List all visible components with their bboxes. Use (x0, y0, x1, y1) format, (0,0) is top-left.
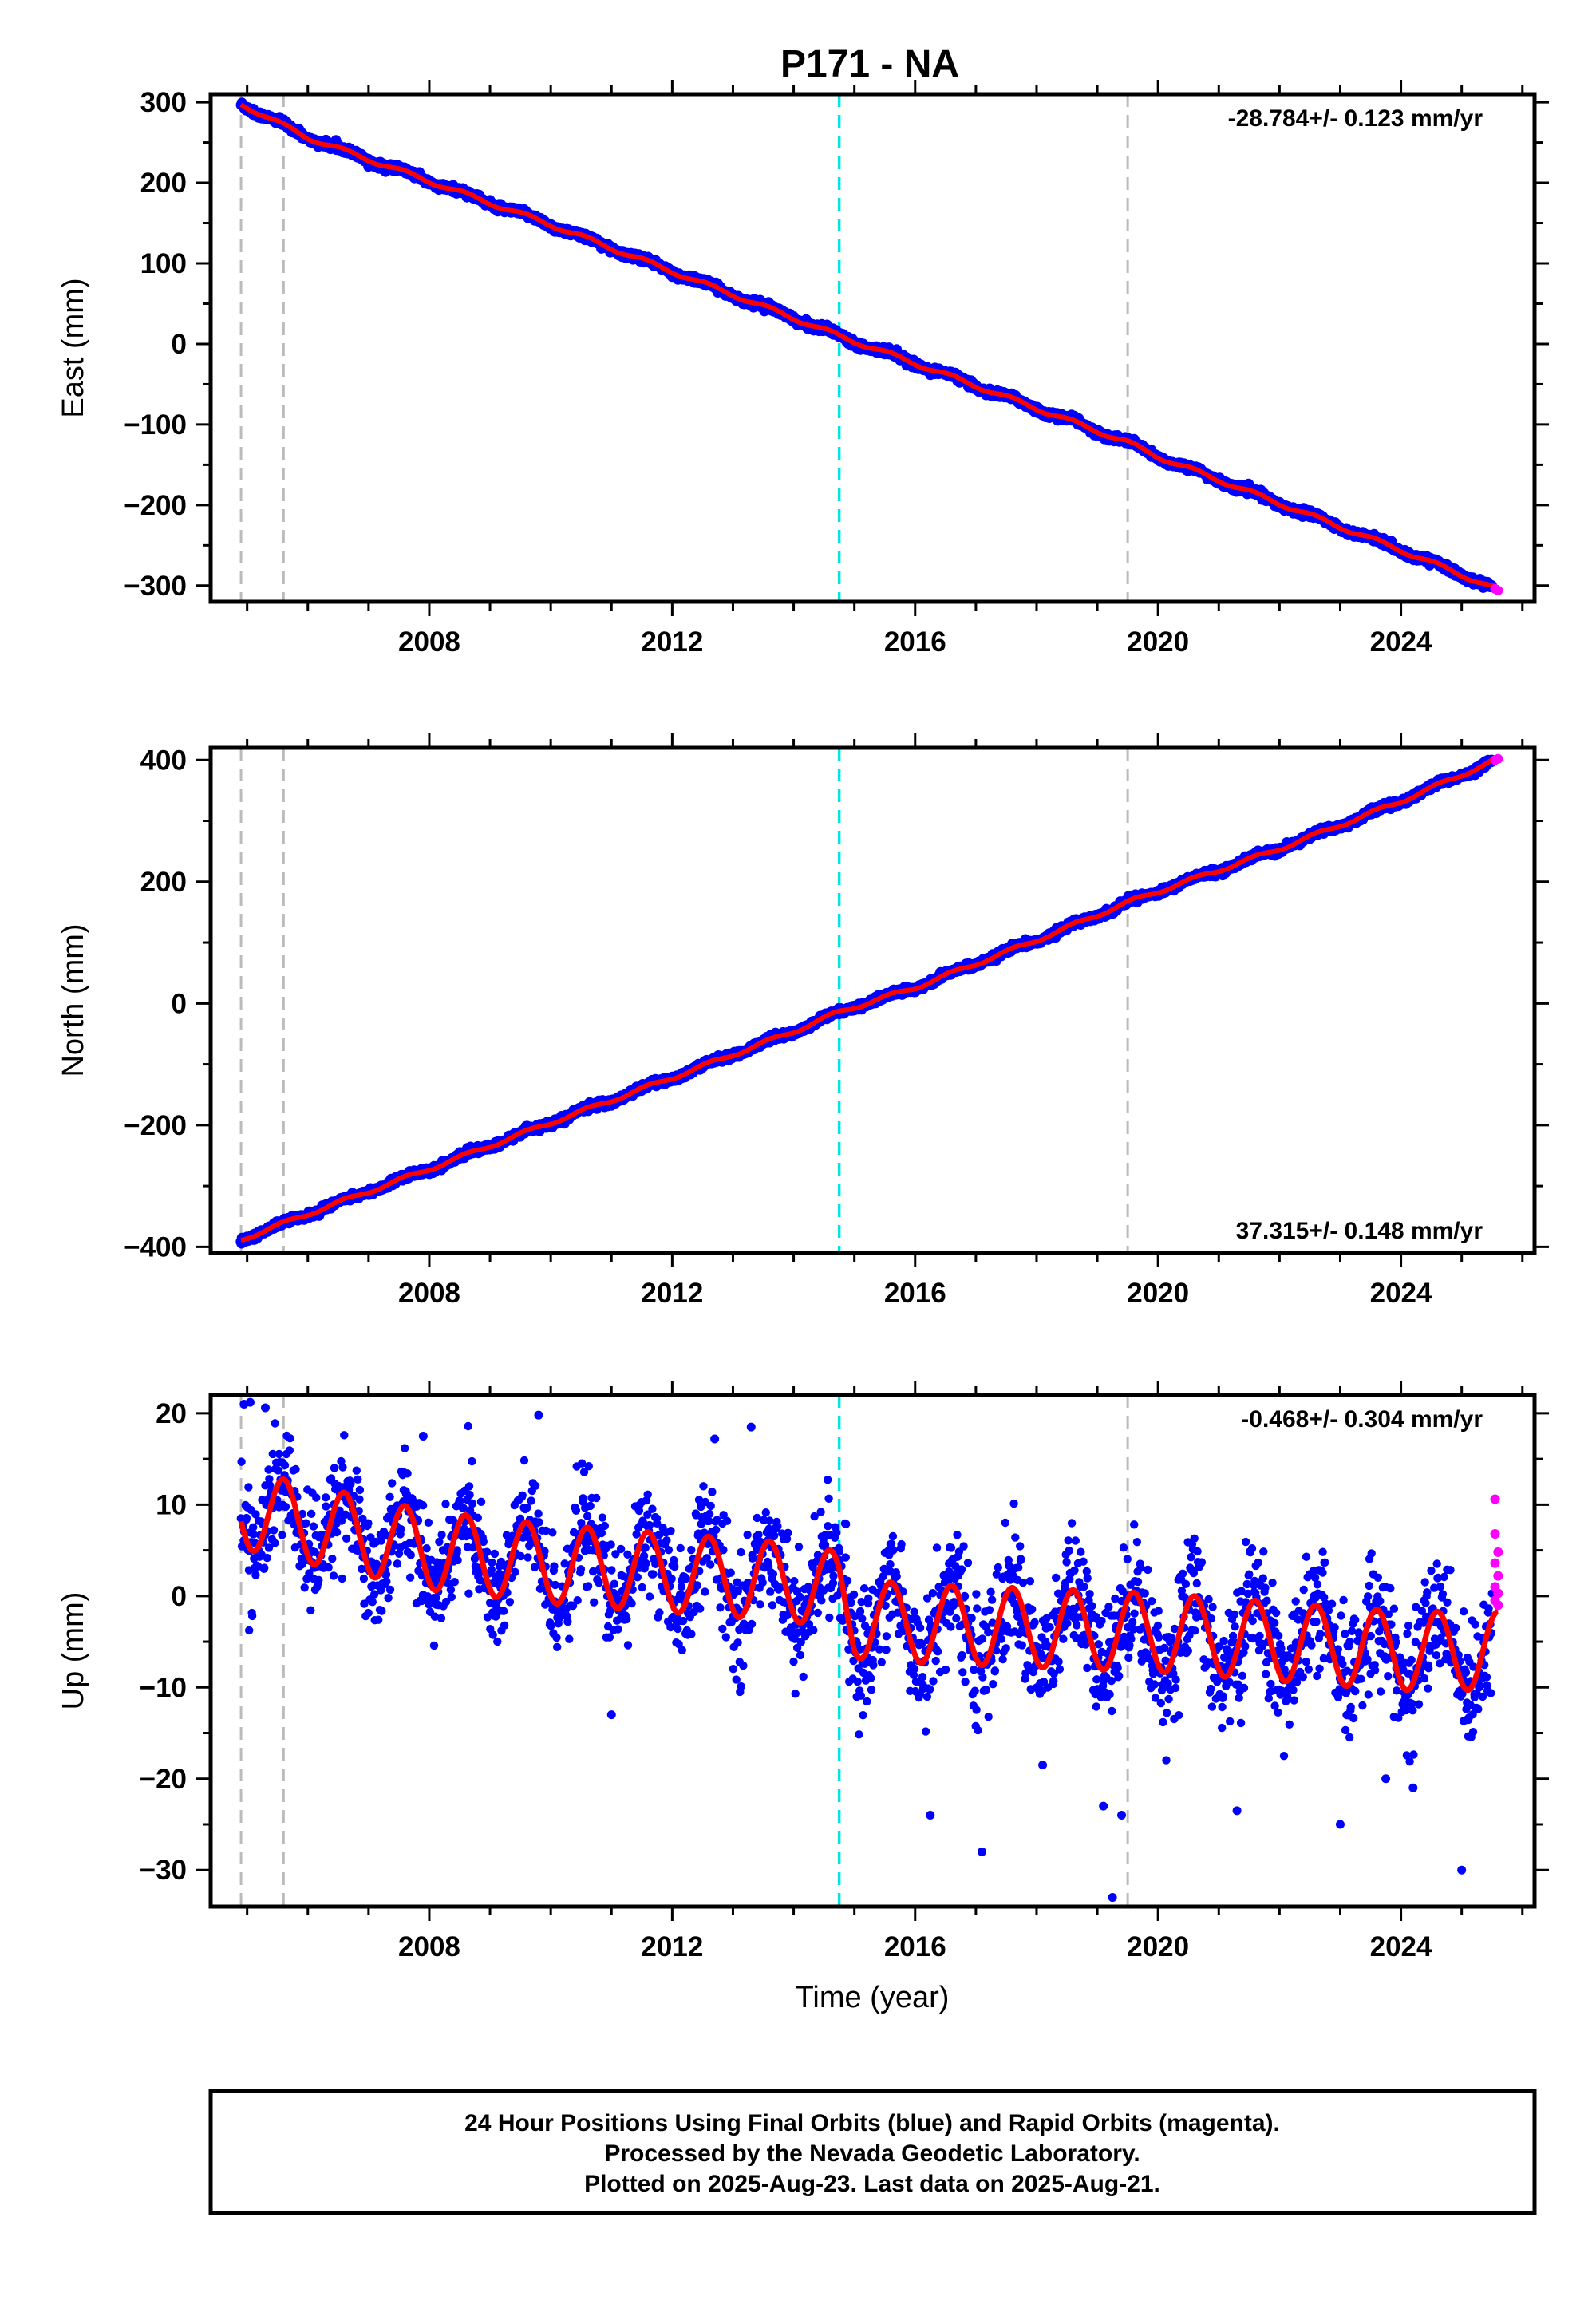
east-y-tick-label-2: 100 (140, 248, 187, 279)
east-x-tick-label-4: 2024 (1370, 626, 1432, 658)
north-panel: 2008 2012 2016 2020 2024 400 200 0 −200 −400 North… (57, 733, 1549, 1309)
up-outlier-point-3 (534, 1410, 543, 1420)
east-plot-frame (208, 92, 1537, 604)
east-x-tick-label-1: 2012 (641, 626, 703, 658)
up-y-tick-label-4: −20 (140, 1764, 187, 1795)
east-y-tick-label-1: 200 (140, 168, 187, 199)
east-rapid-orbit-point-1 (1493, 585, 1503, 595)
up-y-tick-label-2: 0 (172, 1581, 187, 1612)
up-plot-frame (208, 1393, 1537, 1909)
up-outlier-point-7 (926, 1811, 935, 1820)
north-y-tick-label-4: −400 (124, 1231, 187, 1263)
up-x-tick-label-4: 2024 (1370, 1931, 1432, 1962)
east-x-tick-label-2: 2016 (884, 626, 946, 658)
up-model-fit-line (238, 1476, 1501, 1694)
up-y-tick-label-5: −30 (140, 1855, 187, 1886)
north-y-tick-label-0: 400 (140, 745, 187, 776)
up-y-tick-label-3: −10 (140, 1672, 187, 1703)
north-y-axis-label: North (mm) (57, 923, 90, 1077)
east-y-tick-label-5: −200 (124, 490, 187, 521)
up-rapid-orbit-point-8 (1493, 1600, 1503, 1611)
north-final-orbit-points (235, 754, 1497, 1249)
up-outlier-point-18 (606, 1710, 616, 1720)
up-outlier-point-14 (1408, 1783, 1418, 1792)
footer-line-1: 24 Hour Positions Using Final Orbits (bl… (464, 2110, 1280, 2136)
north-x-tick-label-3: 2020 (1127, 1278, 1189, 1309)
up-rate-annotation: -0.468+/- 0.304 mm/yr (1241, 1406, 1483, 1433)
north-x-tick-label-1: 2012 (641, 1278, 703, 1309)
footer-line-3: Plotted on 2025-Aug-23. Last data on 202… (584, 2171, 1160, 2197)
east-x-tick-label-3: 2020 (1127, 626, 1189, 658)
up-outlier-point-17 (1381, 1774, 1391, 1784)
north-x-tick-label-0: 2008 (398, 1278, 460, 1309)
footer-box (208, 2089, 1537, 2215)
north-y-tick-label-1: 200 (140, 867, 187, 898)
up-rapid-orbit-point-6 (1493, 1588, 1503, 1599)
up-outlier-point-4 (746, 1422, 756, 1432)
up-rapid-orbit-point-2 (1493, 1547, 1503, 1557)
east-y-axis-label: East (mm) (57, 278, 90, 417)
up-outlier-point-2 (260, 1403, 270, 1413)
north-x-tick-label-2: 2016 (884, 1278, 946, 1309)
up-x-tick-label-0: 2008 (398, 1931, 460, 1962)
east-panel: 2008 2012 2016 2020 2024 300 200 100 0 −100 −200 −3… (57, 80, 1549, 658)
north-y-tick-label-2: 0 (172, 988, 187, 1019)
x-axis-label: Time (year) (796, 1981, 950, 2014)
north-y-tick-label-3: −200 (124, 1110, 187, 1141)
up-outlier-point-16 (1038, 1761, 1048, 1770)
up-rapid-orbit-point-4 (1493, 1571, 1503, 1581)
north-x-tick-label-4: 2024 (1370, 1278, 1432, 1309)
up-outlier-point-8 (977, 1847, 986, 1856)
east-y-tick-label-6: −300 (124, 571, 187, 602)
up-panel: 2008 2012 2016 2020 2024 20 10 0 −10 −20 −30 Up (mm… (57, 1381, 1549, 1962)
east-model-fit-line (239, 102, 1500, 591)
up-rapid-orbit-point-3 (1490, 1558, 1500, 1568)
north-rate-annotation: 37.315+/- 0.148 mm/yr (1236, 1218, 1483, 1244)
footer-line-2: Processed by the Nevada Geodetic Laborat… (604, 2140, 1140, 2167)
up-outlier-point-15 (1457, 1865, 1467, 1875)
up-y-tick-label-0: 20 (156, 1398, 187, 1429)
up-outlier-point-13 (1335, 1820, 1345, 1829)
up-outlier-point-6 (710, 1434, 720, 1444)
up-x-tick-label-2: 2016 (884, 1931, 946, 1962)
up-x-tick-label-3: 2020 (1127, 1931, 1189, 1962)
up-outlier-point-9 (1099, 1801, 1108, 1811)
up-y-axis-label: Up (mm) (57, 1592, 90, 1710)
north-rapid-orbit-point-1 (1493, 753, 1503, 764)
up-x-tick-label-1: 2012 (641, 1931, 703, 1962)
up-outlier-point-12 (1232, 1806, 1242, 1816)
chart-title: P171 - NA (780, 43, 959, 85)
up-rapid-orbit-point-1 (1490, 1528, 1500, 1539)
east-y-tick-label-4: −100 (124, 409, 187, 441)
up-outlier-point-11 (1117, 1811, 1127, 1820)
north-model-fit-line (239, 754, 1500, 1243)
up-rapid-orbit-point-0 (1490, 1494, 1500, 1504)
north-plot-frame (208, 745, 1537, 1255)
east-y-tick-label-0: 300 (140, 87, 187, 118)
up-y-tick-label-1: 10 (156, 1489, 187, 1520)
east-rate-annotation: -28.784+/- 0.123 mm/yr (1228, 105, 1483, 132)
east-y-tick-label-3: 0 (172, 329, 187, 360)
up-outlier-point-1 (245, 1397, 255, 1407)
up-outlier-point-10 (1108, 1893, 1117, 1903)
east-x-tick-label-0: 2008 (398, 626, 460, 658)
up-outlier-point-5 (418, 1432, 428, 1441)
